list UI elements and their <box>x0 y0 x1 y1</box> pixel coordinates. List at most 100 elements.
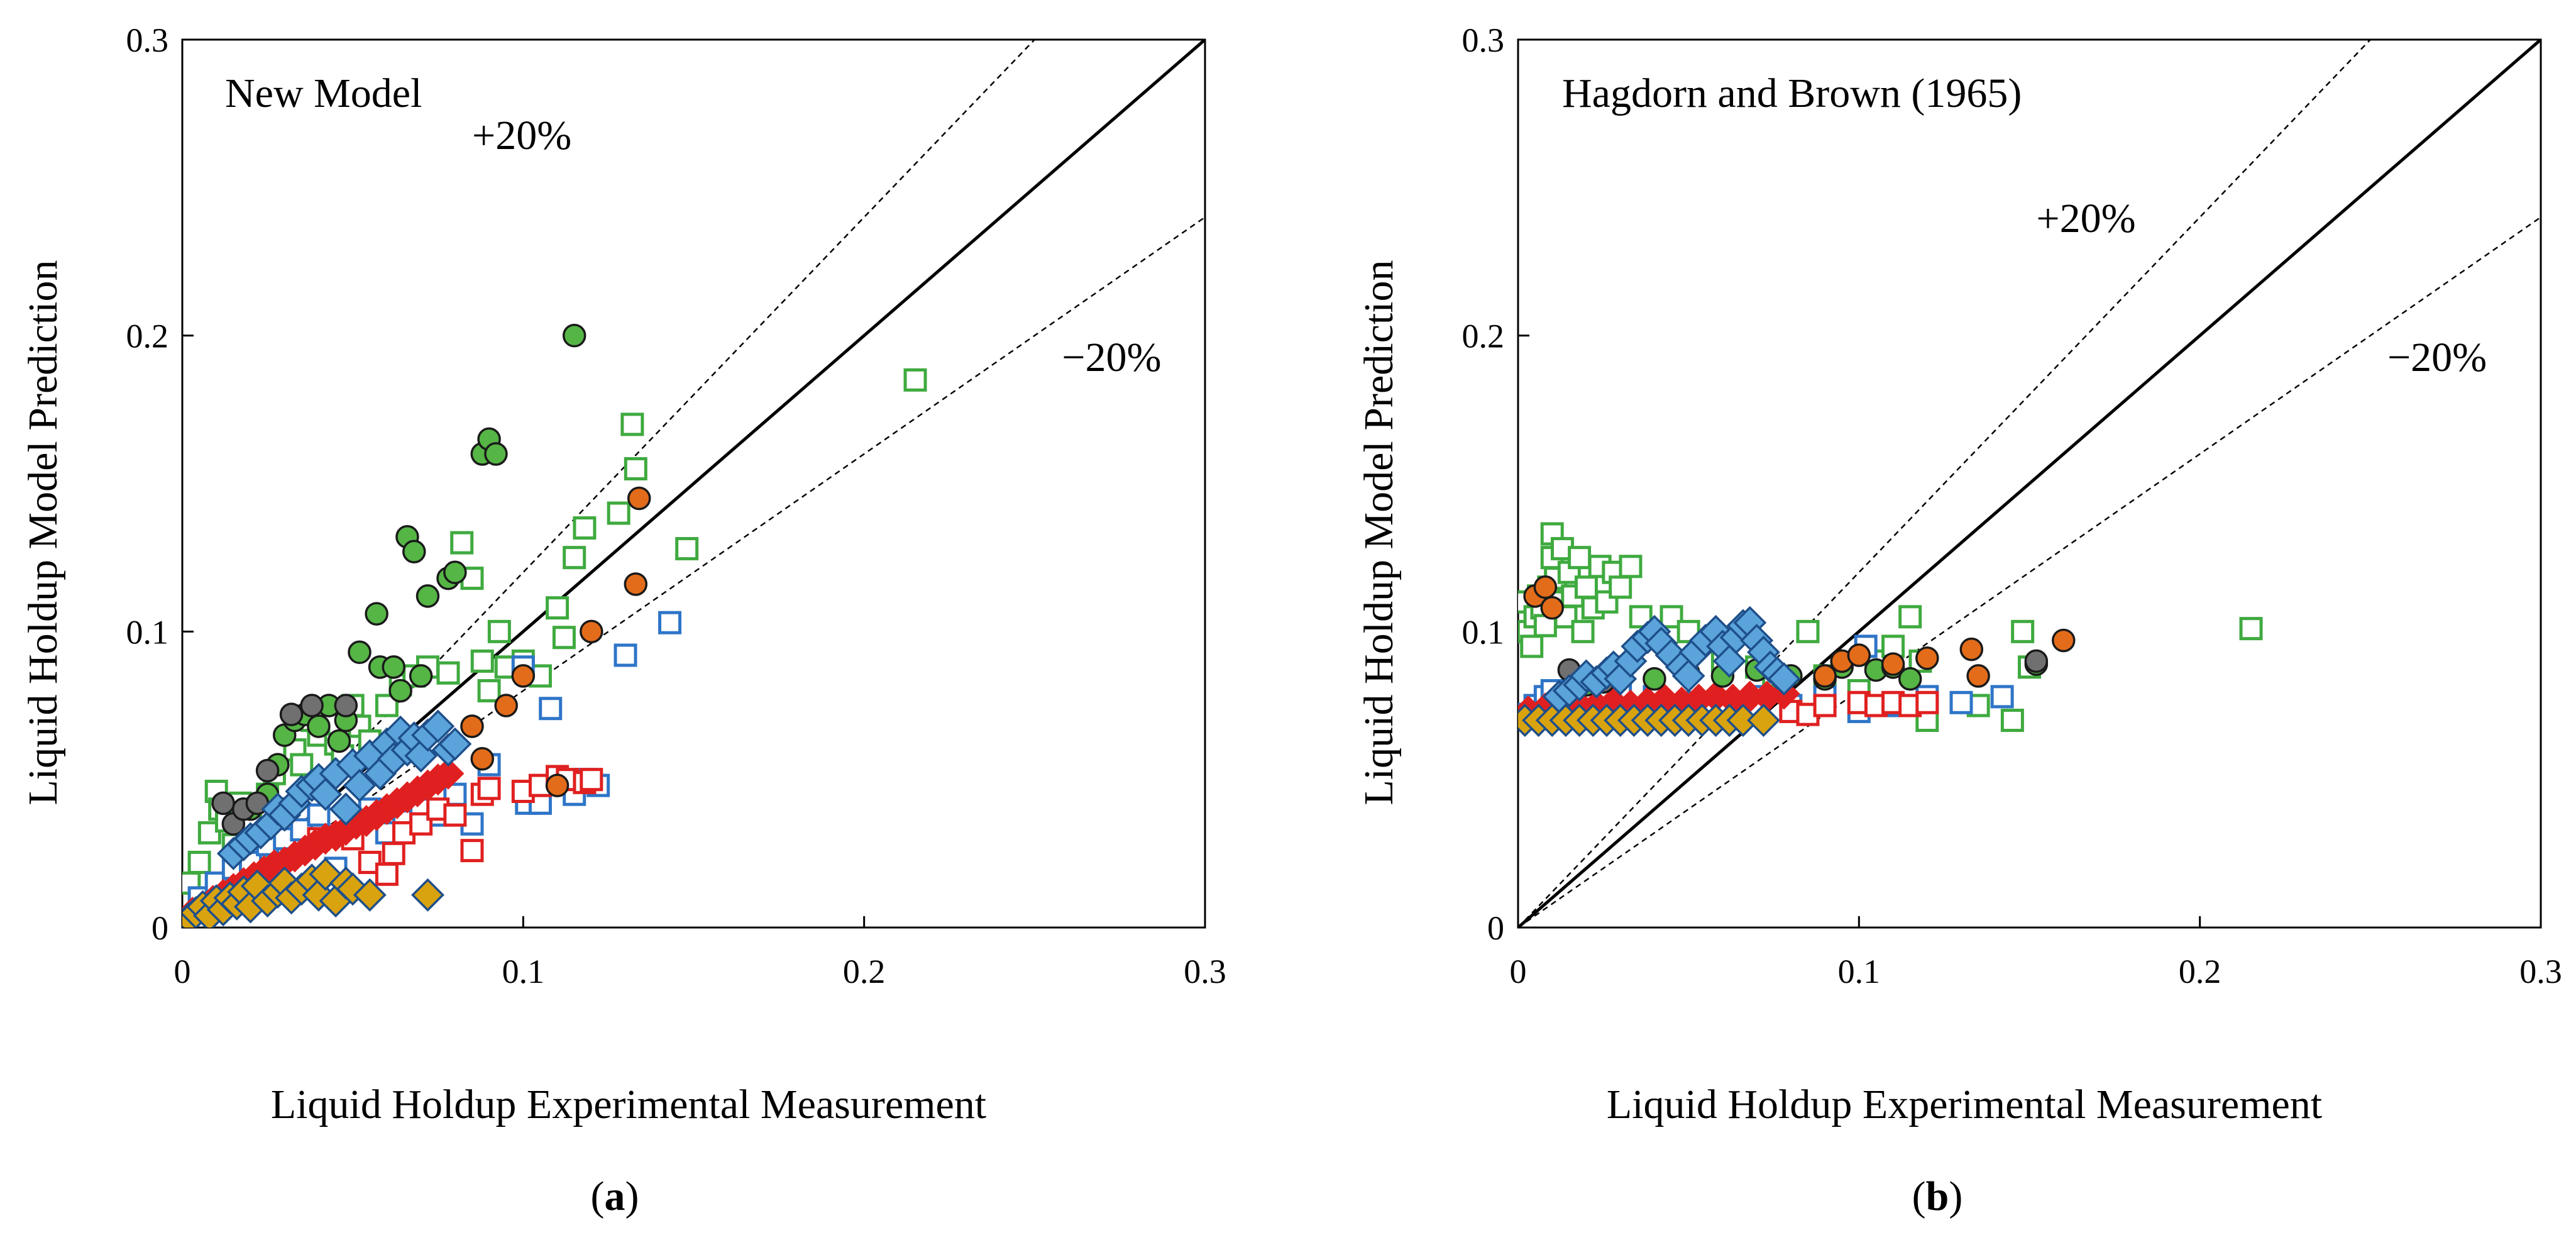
panel-a-orange-circle-point <box>580 619 603 644</box>
panel-b-x-tick-label: 0 <box>1510 953 1527 990</box>
panel-a-y-tick-label: 0 <box>151 909 168 947</box>
panel-b-y-tick-label: 0.1 <box>1462 613 1505 651</box>
caption-a-open: ( <box>591 1173 605 1219</box>
panel-b-plot-frame <box>1517 38 2542 929</box>
panel-a-grey-circle-point <box>211 791 235 816</box>
panel-a-orange-circle-point <box>545 773 570 797</box>
panel-b-x-tick-label: 0.3 <box>2519 953 2562 990</box>
plot-area-b: 0 0.1 0.2 0.3 0 0.1 0.2 0.3 +20% −20% <box>1462 21 2562 990</box>
panel-a-reference-line-minus20 <box>182 216 1205 928</box>
panel-b-orange-circle-point <box>1847 643 1871 667</box>
panel-b-x-tick-label: 0.1 <box>1838 953 1881 990</box>
panel-b-ref-label-plus20: +20% <box>2036 196 2135 241</box>
panel-b-green-square-point <box>1595 590 1619 614</box>
panel-b-gold-diamond-point <box>1747 704 1780 738</box>
panel-b-green-square-point <box>1898 605 1922 629</box>
panel-a-series-orange-circles <box>460 486 651 797</box>
panel-b-blue-diamond-point <box>1671 659 1705 693</box>
panel-a-dark-green-circle-point <box>348 640 372 665</box>
panel-b-orange-circle-point <box>1533 575 1558 599</box>
panel-a-dark-green-circle-point <box>307 714 331 738</box>
panel-a-orange-circle-point <box>624 572 648 596</box>
panel-a-red-square-point <box>443 803 467 827</box>
panel-b-green-square-point <box>2011 619 2035 643</box>
panel-b-blue-square-point <box>1990 685 2014 709</box>
panel-a-orange-circle-point <box>494 694 518 717</box>
panel-a-red-square-point <box>460 839 484 863</box>
panel-a-dark-green-circle-point <box>388 678 412 703</box>
panel-a-series-gold-diamonds <box>182 857 444 928</box>
panel-b-data-layer <box>1518 40 2541 928</box>
panel-b-dark-green-circle-point <box>1898 667 1922 691</box>
panel-b-green-square-point <box>1571 619 1595 643</box>
panel-a-green-square-point <box>546 596 570 620</box>
caption-b-open: ( <box>1912 1173 1926 1219</box>
panel-b-orange-circle-point <box>1540 595 1564 620</box>
caption-b-letter: b <box>1926 1173 1949 1219</box>
panel-b-red-square-point <box>1813 694 1837 717</box>
panel-a: 0 0.1 0.2 0.3 0 0.1 0.2 0.3 +20% −20% New Model L… <box>20 21 1226 1219</box>
panel-b-orange-circle-point <box>1966 664 1990 688</box>
panel-a-blue-square-point <box>614 643 637 667</box>
panel-a-x-tick-label: 0.2 <box>843 953 886 990</box>
panel-a-orange-circle-point <box>470 746 495 771</box>
panel-b: 0 0.1 0.2 0.3 0 0.1 0.2 0.3 +20% −20% Hagdorn and… <box>1356 21 2562 1219</box>
panel-a-green-square-point <box>487 619 511 643</box>
panel-a-ref-label-plus20: +20% <box>472 113 571 158</box>
panel-a-data-layer <box>182 40 1205 928</box>
panel-a-blue-diamond-point <box>438 727 472 761</box>
panel-a-orange-circle-point <box>460 714 484 738</box>
panel-b-green-square-point <box>1520 634 1544 658</box>
panel-a-dark-green-circle-point <box>484 442 508 466</box>
panel-a-green-square-point <box>903 368 927 392</box>
panel-a-dark-green-circle-point <box>365 602 388 626</box>
panel-a-green-square-point <box>620 413 644 436</box>
panel-a-red-square-point <box>580 768 603 792</box>
panel-a-y-tick-label: 0.3 <box>126 21 169 59</box>
panel-b-red-square-point <box>1915 690 1939 714</box>
panel-a-dark-green-circle-point <box>416 584 440 608</box>
panel-a-blue-diamond-point <box>329 792 363 826</box>
panel-a-orange-circle-point <box>627 486 651 511</box>
panel-b-green-square-point <box>1574 575 1598 599</box>
caption-b: (b) <box>1912 1173 1963 1219</box>
panel-a-y-tick-label: 0.2 <box>126 318 169 355</box>
panel-b-y-tick-label: 0 <box>1487 909 1504 947</box>
panel-a-green-square-point <box>436 661 460 685</box>
panel-a-dark-green-circle-point <box>409 664 433 688</box>
panel-a-dark-green-circle-point <box>443 560 467 584</box>
panel-a-gold-diamond-point <box>302 878 336 912</box>
panel-a-red-square-point <box>358 850 382 874</box>
panel-a-x-axis-title: Liquid Holdup Experimental Measurement <box>271 1082 986 1127</box>
panel-a-x-tick-label: 0.1 <box>502 953 545 990</box>
panel-a-dark-green-circle-point <box>327 729 351 753</box>
panel-a-grey-circle-point <box>255 758 280 783</box>
panel-b-green-square-point <box>1568 546 1592 570</box>
panel-b-green-square-point <box>1609 575 1632 599</box>
panel-a-x-tick-label: 0 <box>174 953 191 990</box>
panel-a-grey-circle-point <box>279 702 304 726</box>
panel-a-green-square-point <box>563 546 586 570</box>
panel-a-dark-green-circle-point <box>562 323 586 348</box>
panel-a-green-square-point <box>470 649 494 673</box>
panel-a-ref-label-minus20: −20% <box>1062 335 1161 380</box>
panel-b-x-tick-label: 0.2 <box>2179 953 2221 990</box>
panel-a-dark-green-circle-point <box>402 540 426 564</box>
panel-a-red-square-point <box>382 841 405 865</box>
panel-a-red-diamond-point <box>432 757 465 790</box>
panel-b-y-tick-label: 0.3 <box>1462 21 1505 59</box>
panel-a-series-dark-green-circles <box>238 323 586 821</box>
panel-b-series-gold-diamonds <box>1518 704 1780 738</box>
panel-a-blue-square-point <box>658 611 682 634</box>
panel-b-green-square-point <box>1619 555 1643 579</box>
panel-b-green-square-point <box>2000 709 2024 733</box>
panel-a-green-square-point <box>607 501 630 525</box>
panel-a-red-square-point <box>375 862 399 886</box>
panel-a-gold-diamond-point <box>353 878 387 912</box>
panel-a-green-square-point <box>477 678 501 702</box>
panel-a-dark-green-circle-point <box>382 655 405 679</box>
panel-b-blue-diamond-point <box>1712 644 1746 678</box>
plot-area-a: 0 0.1 0.2 0.3 0 0.1 0.2 0.3 +20% −20% <box>126 21 1226 990</box>
panel-a-y-tick-label: 0.1 <box>126 613 169 651</box>
caption-a-letter: a <box>605 1173 625 1219</box>
